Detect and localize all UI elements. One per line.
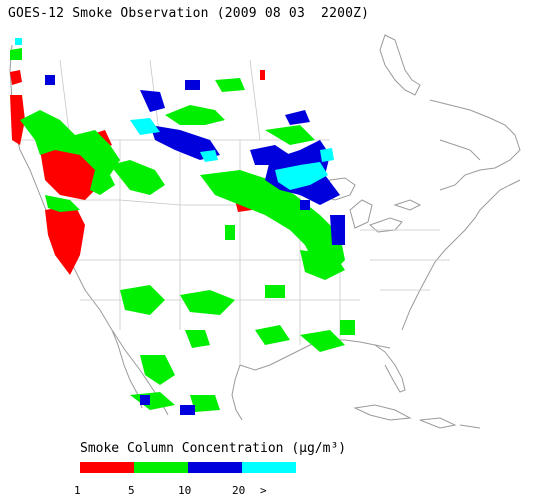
map-title: GOES-12 Smoke Observation (2009 08 03 22… xyxy=(8,6,370,21)
legend-swatch-1-5 xyxy=(80,462,134,473)
legend-tick-label: 10 xyxy=(178,484,192,497)
legend-tick-label: > xyxy=(260,484,267,497)
legend-tick-label: 5 xyxy=(128,484,135,497)
legend-tick-label: 1 xyxy=(74,484,81,497)
legend-tick-label: 20 xyxy=(232,484,246,497)
smoke-cyan xyxy=(15,38,334,190)
coastline xyxy=(9,34,521,429)
legend-swatch-5-10 xyxy=(134,462,188,473)
smoke-green xyxy=(10,48,355,412)
legend-swatch-10-20 xyxy=(188,462,242,473)
political-borders xyxy=(20,59,450,365)
legend-color-bar xyxy=(80,462,296,473)
smoke-map xyxy=(9,34,521,429)
legend-swatch->20 xyxy=(242,462,296,473)
legend-title: Smoke Column Concentration (μg/m³) xyxy=(80,441,347,456)
